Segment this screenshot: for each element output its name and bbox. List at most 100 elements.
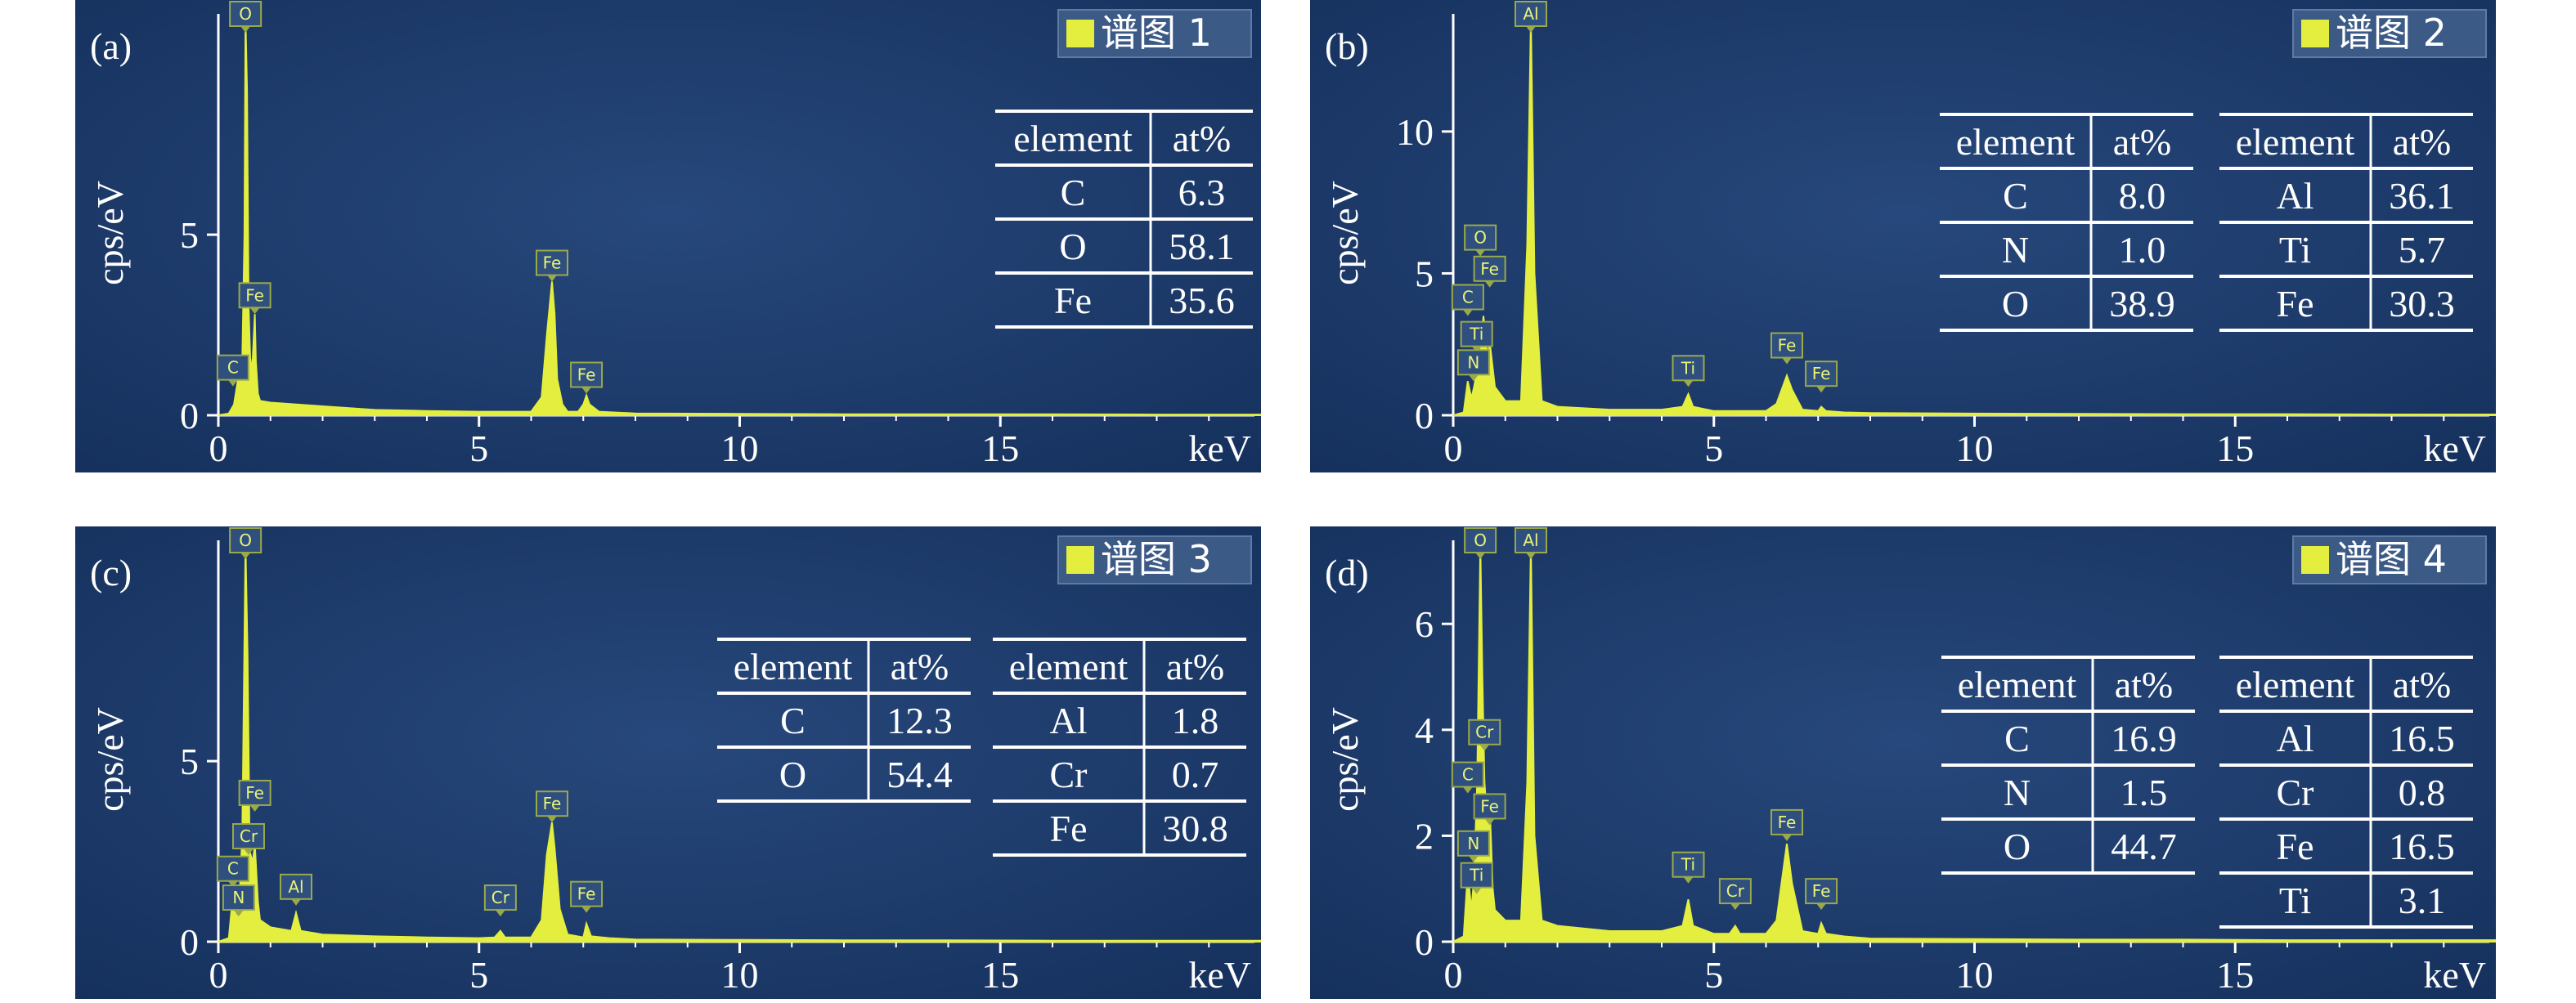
svg-text:Fe: Fe (1480, 796, 1499, 816)
legend: 谱图 1 (1057, 9, 1252, 58)
svg-text:C: C (1462, 288, 1474, 307)
legend-text: 谱图 3 (1101, 537, 1212, 581)
table-cell: 12.3 (886, 700, 953, 741)
table-cell: C (780, 700, 806, 741)
svg-text:Ti: Ti (1469, 325, 1483, 344)
table-cell: N (2002, 229, 2029, 271)
peak-label: N (1456, 830, 1490, 862)
table-cell: Cr (2277, 772, 2314, 813)
table-header-cell: at% (1173, 118, 1232, 159)
legend-swatch (2301, 546, 2329, 574)
table-header-cell: at% (891, 646, 949, 687)
svg-text:N: N (232, 888, 245, 907)
table-cell: 54.4 (886, 754, 953, 795)
x-tick-label: 15 (981, 954, 1019, 996)
composition-table: element at% C 12.3 O 54.4 (717, 638, 971, 803)
table-cell: 3.1 (2399, 880, 2446, 921)
y-tick-label: 5 (1415, 253, 1434, 294)
peak-label: O (1464, 224, 1497, 257)
spectrum-series (218, 17, 1262, 416)
svg-text:Fe: Fe (577, 365, 596, 384)
y-tick-label: 2 (1415, 815, 1434, 857)
composition-table: element at% C 6.3 O 58.1 Fe 35.6 (995, 110, 1253, 329)
y-tick-label: 5 (180, 741, 199, 782)
table-cell: 36.1 (2389, 175, 2455, 217)
peak-label: N (1456, 349, 1490, 382)
x-tick-label: 5 (469, 954, 488, 996)
svg-text:Cr: Cr (240, 826, 258, 846)
table-cell: Fe (2277, 826, 2314, 867)
svg-text:O: O (1474, 228, 1487, 248)
table-header-cell: element (1013, 118, 1133, 159)
svg-text:Al: Al (1523, 531, 1538, 550)
svg-text:N: N (1467, 834, 1479, 853)
table-cell: 16.5 (2389, 718, 2455, 759)
peak-label: Fe (1770, 332, 1803, 365)
x-tick-label: 15 (2216, 428, 2254, 469)
y-tick-label: 0 (180, 395, 199, 437)
table-header-cell: element (1958, 664, 2077, 705)
y-tick-label: 0 (1415, 395, 1434, 437)
y-axis-label: cps/eV (89, 181, 131, 285)
table-cell: 0.8 (2399, 772, 2446, 813)
svg-text:Al: Al (1523, 4, 1538, 24)
peak-label: O (229, 527, 263, 559)
x-tick-label: 0 (209, 428, 228, 469)
table-cell: C (1061, 172, 1086, 213)
peak-label: C (1451, 761, 1484, 794)
svg-text:Cr: Cr (1726, 881, 1745, 901)
svg-text:Cr: Cr (491, 888, 510, 907)
peak-label: C (216, 855, 249, 888)
svg-text:Fe: Fe (543, 253, 562, 273)
x-tick-label: 10 (1956, 428, 1994, 469)
table-cell: 35.6 (1169, 280, 1235, 321)
legend-swatch (1066, 546, 1094, 574)
table-header-cell: element (1009, 646, 1129, 687)
table-header-cell: at% (2113, 121, 2172, 163)
table-cell: Fe (1054, 280, 1092, 321)
svg-text:C: C (1462, 765, 1474, 785)
plot-background (1310, 0, 2496, 472)
x-tick-label: 10 (721, 954, 759, 996)
table-cell: C (2004, 718, 2030, 759)
x-axis-label: keV (1188, 954, 1251, 996)
table-header-cell: at% (2393, 664, 2452, 705)
panel-letter: (d) (1325, 552, 1369, 593)
svg-text:Fe: Fe (577, 884, 596, 904)
peak-label: O (229, 1, 263, 33)
table-cell: 30.8 (1162, 808, 1228, 849)
legend-text: 谱图 1 (1101, 11, 1212, 55)
table-cell: 1.0 (2119, 229, 2166, 271)
plot-background (75, 0, 1261, 472)
x-axis-label: keV (1188, 428, 1251, 469)
panel-letter: (a) (90, 25, 132, 67)
svg-text:Ti: Ti (1681, 855, 1695, 875)
peak-label: Fe (536, 249, 568, 282)
y-axis-label: cps/eV (1324, 707, 1366, 812)
table-cell: O (1059, 226, 1086, 267)
x-tick-label: 5 (1704, 954, 1723, 996)
y-tick-label: 0 (180, 921, 199, 963)
table-cell: Fe (1050, 808, 1088, 849)
legend-text: 谱图 2 (2336, 11, 2447, 55)
table-cell: Cr (1050, 754, 1088, 795)
peak-label: Ti (1672, 851, 1705, 884)
peak-label: Cr (483, 884, 517, 917)
x-tick-label: 10 (1956, 954, 1994, 996)
table-header-cell: element (2236, 121, 2355, 163)
table-cell: 1.5 (2120, 772, 2168, 813)
y-tick-label: 0 (1415, 921, 1434, 963)
spectrum-series (218, 544, 1262, 943)
peak-label: Fe (536, 790, 568, 823)
peak-label: Cr (231, 822, 265, 855)
svg-text:Fe: Fe (1812, 364, 1831, 383)
peak-label: Al (1514, 527, 1547, 559)
svg-text:Fe: Fe (245, 783, 264, 803)
panel-letter: (b) (1325, 25, 1369, 67)
table-cell: O (779, 754, 806, 795)
svg-text:O: O (1474, 531, 1487, 550)
table-cell: O (2004, 826, 2031, 867)
